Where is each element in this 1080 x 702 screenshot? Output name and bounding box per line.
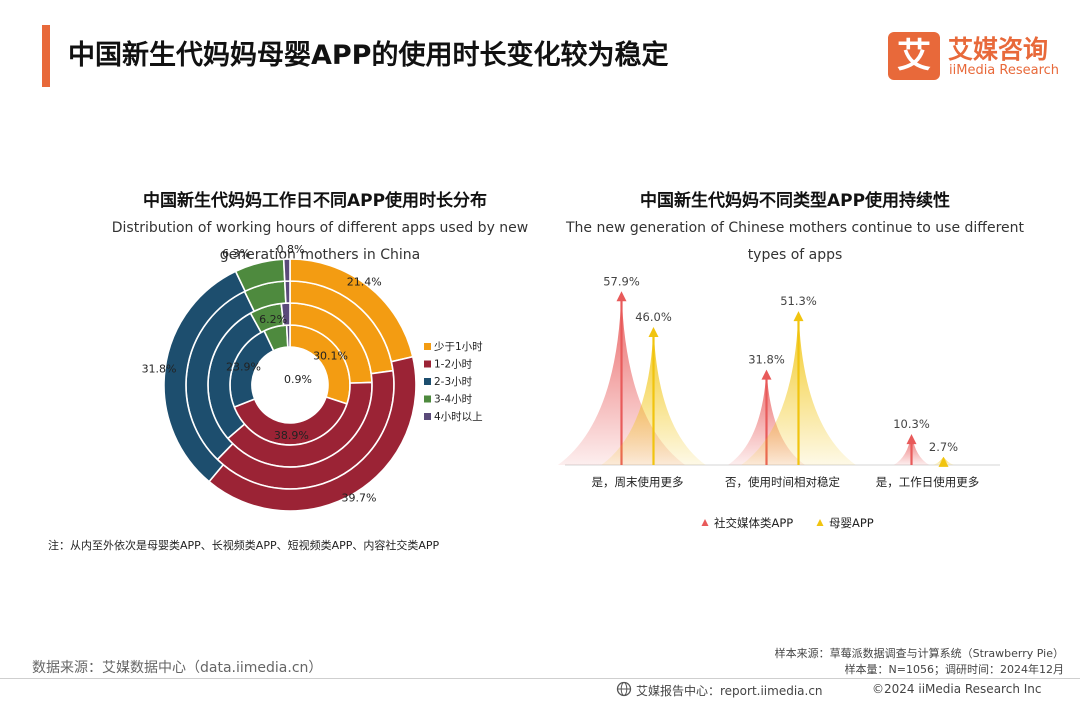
peak-bar-chart: 57.9% 46.0% 是，周末使用更多 31.8% 51.3% 否，使用时间相对稳定 10… bbox=[557, 274, 1000, 530]
legend-label-3: 3-4小时 bbox=[434, 394, 473, 406]
donut-label-7: 31.8% bbox=[142, 362, 177, 375]
donut-label-1: 38.9% bbox=[274, 429, 309, 442]
globe-icon bbox=[616, 681, 632, 697]
peak-arrow-1-0 bbox=[648, 327, 659, 337]
legend-label-2: 2-3小时 bbox=[434, 376, 473, 388]
page-title: 中国新生代妈妈母婴APP的使用时长变化较为稳定 bbox=[68, 40, 669, 71]
donut-label-4: 0.9% bbox=[284, 373, 312, 386]
donut-ring-0-slice-4 bbox=[285, 324, 291, 348]
data-source: 数据来源：艾媒数据中心（data.iimedia.cn） bbox=[32, 660, 323, 676]
donut-label-0: 30.1% bbox=[313, 350, 348, 363]
peak-value-label-1-2: 2.7% bbox=[929, 440, 958, 454]
donut-label-3: 6.2% bbox=[259, 313, 287, 326]
legend-label-0: 少于1小时 bbox=[434, 341, 483, 353]
brand-name-cn: 艾媒咨询 bbox=[948, 35, 1049, 64]
peak-arrow-0-2 bbox=[906, 434, 917, 445]
peak-arrow-1-1 bbox=[793, 311, 804, 322]
x-tick-label-2: 是，工作日使用更多 bbox=[876, 475, 980, 489]
right-chart-subtitle: The new generation of Chinese mothers co… bbox=[566, 220, 1024, 263]
donut-label-9: 0.8% bbox=[277, 243, 305, 256]
donut-label-8: 6.3% bbox=[222, 247, 250, 260]
peak-value-label-0-0: 57.9% bbox=[603, 274, 640, 288]
nested-donut-chart: 30.1% 38.9% 23.9% 6.2% 0.9% 21.4% 39.7% 31.8% 6.… bbox=[142, 243, 483, 512]
left-chart-subtitle: Distribution of working hours of differe… bbox=[111, 220, 529, 263]
legend-label-4: 4小时以上 bbox=[434, 411, 483, 423]
legend-swatch-0 bbox=[424, 343, 431, 350]
donut-label-2: 23.9% bbox=[226, 361, 261, 374]
donut-ring-2-slice-4 bbox=[283, 280, 291, 304]
copyright: ©2024 iiMedia Research Inc bbox=[872, 682, 1042, 696]
sample-source: 样本来源：草莓派数据调查与计算系统（Strawberry Pie） bbox=[774, 647, 1064, 660]
peak-arrow-0-0 bbox=[616, 291, 627, 302]
peak-value-label-1-0: 46.0% bbox=[635, 310, 672, 324]
peak-value-label-1-1: 51.3% bbox=[780, 294, 817, 308]
legend-series-1: 母婴APP bbox=[829, 516, 874, 530]
donut-label-6: 39.7% bbox=[341, 492, 376, 505]
report-center-link[interactable]: 艾媒报告中心：report.iimedia.cn bbox=[636, 684, 823, 698]
peak-arrow-0-1 bbox=[761, 369, 772, 380]
brand-name-en: iiMedia Research bbox=[949, 63, 1060, 78]
footer-divider bbox=[0, 678, 1080, 679]
donut-label-5: 21.4% bbox=[347, 276, 382, 289]
peak-value-label-0-1: 31.8% bbox=[748, 353, 785, 367]
legend-swatch-3 bbox=[424, 395, 431, 403]
left-chart-title: 中国新生代妈妈工作日不同APP使用时长分布 bbox=[142, 191, 488, 211]
title-accent-bar bbox=[42, 25, 50, 87]
chart-note: 注：从内至外依次是母婴类APP、长视频类APP、短视频类APP、内容社交类APP bbox=[48, 539, 440, 552]
brand-logo-mark: 艾 bbox=[888, 32, 940, 80]
legend-swatch-1 bbox=[424, 360, 431, 368]
right-chart-title: 中国新生代妈妈不同类型APP使用持续性 bbox=[639, 191, 951, 211]
legend-label-1: 1-2小时 bbox=[434, 359, 473, 371]
legend-series-0: 社交媒体类APP bbox=[714, 516, 793, 530]
peak-arrow-1-2 bbox=[938, 456, 949, 467]
sample-size: 样本量：N=1056；调研时间：2024年12月 bbox=[844, 663, 1064, 676]
legend-marker-0 bbox=[701, 519, 709, 526]
donut-ring-3-slice-4 bbox=[282, 258, 291, 282]
x-tick-label-1: 否，使用时间相对稳定 bbox=[725, 475, 840, 489]
legend-marker-1 bbox=[816, 519, 824, 526]
legend-swatch-4 bbox=[424, 413, 431, 420]
x-tick-label-0: 是，周末使用更多 bbox=[592, 475, 684, 489]
peak-value-label-0-2: 10.3% bbox=[893, 417, 930, 431]
legend-swatch-2 bbox=[424, 378, 431, 385]
